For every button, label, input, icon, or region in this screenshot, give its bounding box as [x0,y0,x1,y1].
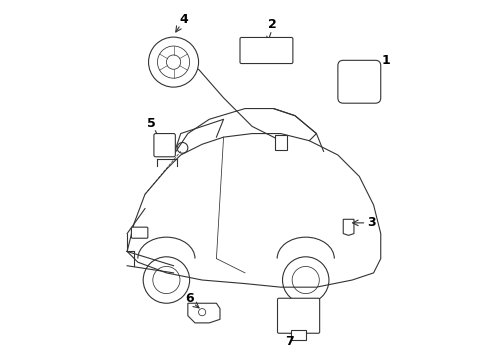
FancyBboxPatch shape [240,37,293,64]
Text: 5: 5 [147,117,156,130]
Text: 6: 6 [185,292,194,305]
FancyBboxPatch shape [291,330,306,340]
Text: 7: 7 [285,335,294,348]
FancyBboxPatch shape [277,298,319,333]
Text: 1: 1 [382,54,391,67]
Text: 3: 3 [368,216,376,229]
FancyBboxPatch shape [338,60,381,103]
FancyBboxPatch shape [275,135,287,150]
Text: 2: 2 [269,18,277,31]
Text: 4: 4 [179,13,188,27]
FancyBboxPatch shape [131,227,148,238]
FancyBboxPatch shape [154,134,175,157]
